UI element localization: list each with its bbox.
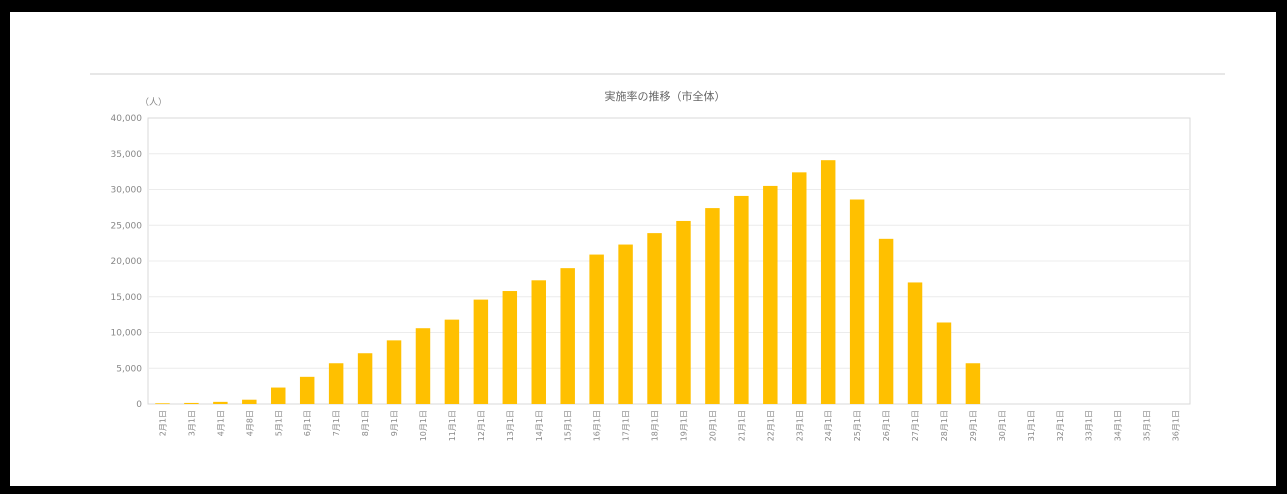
x-tick-label: 25月1日 bbox=[853, 410, 862, 441]
x-tick-label: 13月1日 bbox=[506, 410, 515, 441]
x-tick-label: 16月1日 bbox=[593, 410, 602, 441]
x-tick-label: 12月1日 bbox=[477, 410, 486, 441]
bar bbox=[473, 299, 489, 404]
bar-chart: 実施率の推移（市全体） （人） 0 5,000 10,000 15,000 20,000… bbox=[90, 73, 1225, 441]
y-tick-label: 0 bbox=[136, 400, 142, 410]
x-tick-label: 35月1日 bbox=[1143, 410, 1152, 441]
y-tick-label: 15,000 bbox=[111, 293, 143, 303]
x-tick-label: 27月1日 bbox=[911, 410, 920, 441]
chart-title: 実施率の推移（市全体） bbox=[605, 89, 726, 103]
bar bbox=[271, 387, 286, 404]
bar bbox=[444, 319, 460, 404]
x-tick-label: 5月1日 bbox=[274, 410, 283, 436]
y-tick-label: 20,000 bbox=[111, 257, 143, 267]
bar bbox=[415, 328, 431, 404]
x-tick-label: 19月1日 bbox=[679, 410, 688, 441]
bar bbox=[878, 238, 894, 404]
y-axis-unit: （人） bbox=[140, 97, 167, 108]
x-tick-label: 14月1日 bbox=[535, 410, 544, 441]
bar bbox=[820, 160, 836, 404]
x-tick-label: 15月1日 bbox=[564, 410, 573, 441]
bars bbox=[155, 160, 981, 404]
x-tick-label: 3月1日 bbox=[187, 410, 196, 436]
bar bbox=[705, 208, 720, 404]
bar bbox=[589, 254, 604, 404]
bar bbox=[936, 322, 952, 404]
x-tick-label: 20月1日 bbox=[708, 410, 717, 441]
x-tick-label: 4月1日 bbox=[216, 410, 225, 436]
x-tick-label: 32月1日 bbox=[1056, 410, 1065, 441]
chart-frame: 実施率の推移（市全体） （人） 0 5,000 10,000 15,000 20,000… bbox=[8, 10, 1278, 488]
y-tick-label: 40,000 bbox=[111, 114, 143, 124]
x-tick-label: 8月1日 bbox=[361, 410, 370, 436]
bar bbox=[560, 268, 575, 404]
x-tick-label: 11月1日 bbox=[448, 410, 457, 441]
x-tick-label: 21月1日 bbox=[737, 410, 746, 441]
bar bbox=[849, 199, 865, 404]
bar bbox=[647, 233, 662, 404]
y-tick-label: 5,000 bbox=[116, 364, 142, 374]
x-tick-label: 6月1日 bbox=[303, 410, 312, 436]
x-tick-label: 22月1日 bbox=[766, 410, 775, 441]
bar bbox=[676, 220, 691, 404]
bar bbox=[299, 376, 315, 404]
bar bbox=[907, 282, 923, 404]
x-tick-label: 9月1日 bbox=[390, 410, 399, 436]
bar bbox=[531, 280, 546, 404]
x-tick-label: 29月1日 bbox=[969, 410, 978, 441]
x-tick-label: 28月1日 bbox=[940, 410, 949, 441]
y-tick-label: 25,000 bbox=[111, 221, 143, 231]
x-tick-label: 17月1日 bbox=[622, 410, 631, 441]
x-tick-label: 30月1日 bbox=[998, 410, 1007, 441]
grid-lines bbox=[148, 153, 1190, 369]
bar bbox=[328, 363, 344, 404]
y-tick-label: 10,000 bbox=[111, 329, 143, 339]
x-tick-label: 2月1日 bbox=[158, 410, 167, 436]
x-axis-labels: 2月1日 3月1日 4月1日 4月8日 5月1日 6月1日 7月1日 8月1日 9月1日 10月1… bbox=[158, 410, 1180, 441]
x-tick-label: 34月1日 bbox=[1114, 410, 1123, 441]
bar bbox=[213, 401, 228, 404]
bar bbox=[792, 172, 807, 404]
bar bbox=[155, 403, 170, 404]
x-tick-label: 26月1日 bbox=[882, 410, 891, 441]
y-tick-label: 35,000 bbox=[111, 150, 143, 160]
x-tick-label: 23月1日 bbox=[795, 410, 804, 441]
x-tick-label: 18月1日 bbox=[651, 410, 660, 441]
x-tick-label: 7月1日 bbox=[332, 410, 341, 436]
bar bbox=[386, 340, 402, 404]
x-tick-label: 33月1日 bbox=[1085, 410, 1094, 441]
bar bbox=[184, 402, 199, 404]
bar bbox=[502, 291, 518, 404]
bar bbox=[763, 185, 778, 404]
x-tick-label: 36月1日 bbox=[1172, 410, 1181, 441]
bar bbox=[965, 363, 981, 404]
x-tick-label: 24月1日 bbox=[824, 410, 833, 441]
bar bbox=[242, 399, 257, 404]
bar bbox=[357, 353, 373, 404]
y-axis-ticks: 0 5,000 10,000 15,000 20,000 25,000 30,000 35,0… bbox=[111, 114, 143, 410]
x-tick-label: 4月8日 bbox=[245, 410, 254, 436]
x-tick-label: 31月1日 bbox=[1027, 410, 1036, 441]
x-tick-label: 10月1日 bbox=[419, 410, 428, 441]
bar bbox=[618, 244, 633, 404]
bar bbox=[734, 195, 749, 404]
y-tick-label: 30,000 bbox=[111, 186, 143, 196]
